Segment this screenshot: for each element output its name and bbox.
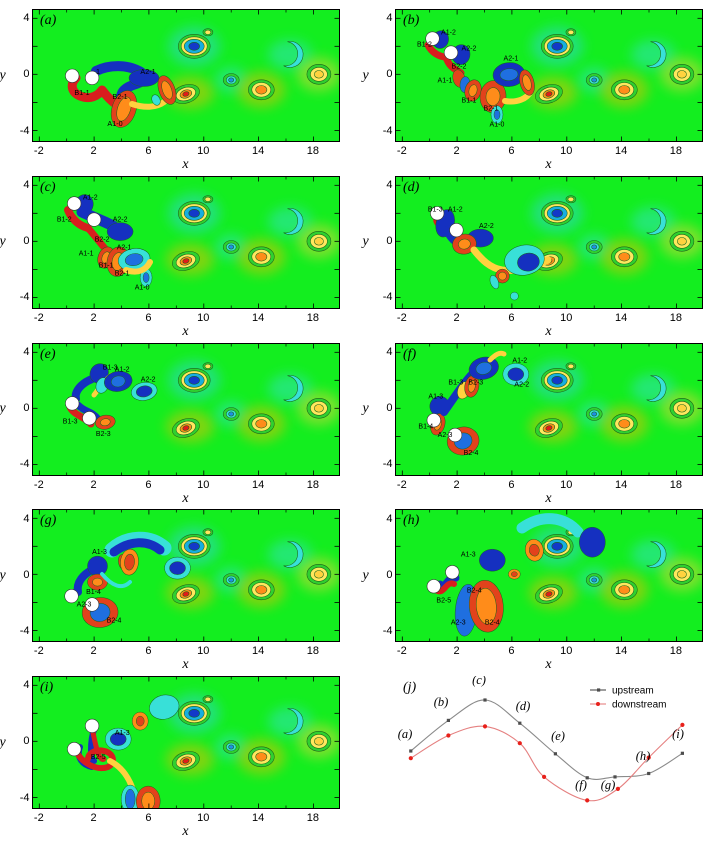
svg-text:downstream: downstream <box>612 700 666 711</box>
svg-text:A1-2: A1-2 <box>114 366 129 373</box>
svg-text:A1-0: A1-0 <box>107 119 122 128</box>
svg-text:A1-2: A1-2 <box>447 206 462 213</box>
svg-text:(c): (c) <box>40 180 56 195</box>
svg-text:upstream: upstream <box>612 686 654 697</box>
svg-text:B2-4: B2-4 <box>106 618 121 625</box>
svg-text:B2-5: B2-5 <box>436 598 451 605</box>
svg-text:B2-2: B2-2 <box>94 237 109 244</box>
svg-text:B2-2: B2-2 <box>451 64 466 71</box>
svg-text:A1-2: A1-2 <box>441 30 456 37</box>
svg-text:A2-2: A2-2 <box>479 223 494 230</box>
svg-text:B2-1: B2-1 <box>114 271 129 278</box>
svg-text:(g): (g) <box>40 513 57 528</box>
svg-text:A1-1: A1-1 <box>437 78 452 85</box>
svg-text:A2-2: A2-2 <box>461 46 476 53</box>
svg-text:(b): (b) <box>433 695 448 709</box>
svg-text:A2-1: A2-1 <box>140 67 155 76</box>
svg-text:B1-2: B1-2 <box>417 42 432 49</box>
svg-text:A1-3: A1-3 <box>428 393 443 400</box>
svg-text:A1-3: A1-3 <box>92 550 107 557</box>
svg-text:B2-3: B2-3 <box>95 431 110 438</box>
svg-text:B1-3: B1-3 <box>427 206 442 213</box>
svg-text:(a): (a) <box>40 13 57 28</box>
svg-text:(b): (b) <box>403 13 420 28</box>
svg-text:(f): (f) <box>575 778 587 792</box>
svg-text:A1-3: A1-3 <box>114 730 129 737</box>
svg-text:B2-4: B2-4 <box>466 588 481 595</box>
svg-text:A2-3: A2-3 <box>437 432 452 439</box>
svg-text:A2-1: A2-1 <box>116 245 131 252</box>
svg-text:B1-1: B1-1 <box>98 263 113 270</box>
svg-text:B1-4: B1-4 <box>418 423 433 430</box>
svg-text:A1-3: A1-3 <box>460 552 475 559</box>
svg-text:B1-2: B1-2 <box>56 216 71 223</box>
svg-text:A2-2: A2-2 <box>514 381 529 388</box>
svg-text:A1-2: A1-2 <box>82 194 97 201</box>
svg-text:(h): (h) <box>403 513 420 528</box>
svg-text:1: 1 <box>96 67 100 76</box>
svg-text:B2-1: B2-1 <box>112 92 127 101</box>
svg-text:B1-1: B1-1 <box>74 88 89 97</box>
svg-text:(a): (a) <box>397 727 412 741</box>
svg-text:(d): (d) <box>515 699 530 713</box>
svg-text:(i): (i) <box>40 680 54 695</box>
svg-text:A1-2: A1-2 <box>512 357 527 364</box>
svg-text:B1-3: B1-3 <box>448 379 463 386</box>
svg-text:B1-3: B1-3 <box>62 418 77 425</box>
svg-text:B2-1: B2-1 <box>483 106 498 113</box>
svg-text:B1-4: B1-4 <box>86 590 101 597</box>
svg-text:(j): (j) <box>403 680 417 695</box>
svg-text:(d): (d) <box>403 180 420 195</box>
svg-text:(i): (i) <box>672 727 684 741</box>
svg-text:A2-3: A2-3 <box>76 602 91 609</box>
svg-text:(e): (e) <box>551 729 565 743</box>
svg-text:B2-3: B2-3 <box>468 379 483 386</box>
svg-text:(h): (h) <box>635 749 650 763</box>
svg-text:B2-4: B2-4 <box>463 450 478 457</box>
svg-text:(g): (g) <box>600 778 615 792</box>
svg-text:A1-0: A1-0 <box>489 122 504 129</box>
svg-text:B2-4: B2-4 <box>484 620 499 627</box>
svg-text:(e): (e) <box>40 347 56 362</box>
svg-text:A1-0: A1-0 <box>134 285 149 292</box>
svg-text:A2-3: A2-3 <box>450 620 465 627</box>
svg-text:B2-5: B2-5 <box>90 754 105 761</box>
svg-text:A2-2: A2-2 <box>112 217 127 224</box>
svg-text:A2-2: A2-2 <box>140 376 155 383</box>
svg-text:(f): (f) <box>403 347 417 362</box>
svg-text:B1-1: B1-1 <box>461 98 476 105</box>
svg-text:(c): (c) <box>472 676 486 687</box>
svg-text:A2-1: A2-1 <box>503 56 518 63</box>
svg-text:A1-1: A1-1 <box>78 251 93 258</box>
